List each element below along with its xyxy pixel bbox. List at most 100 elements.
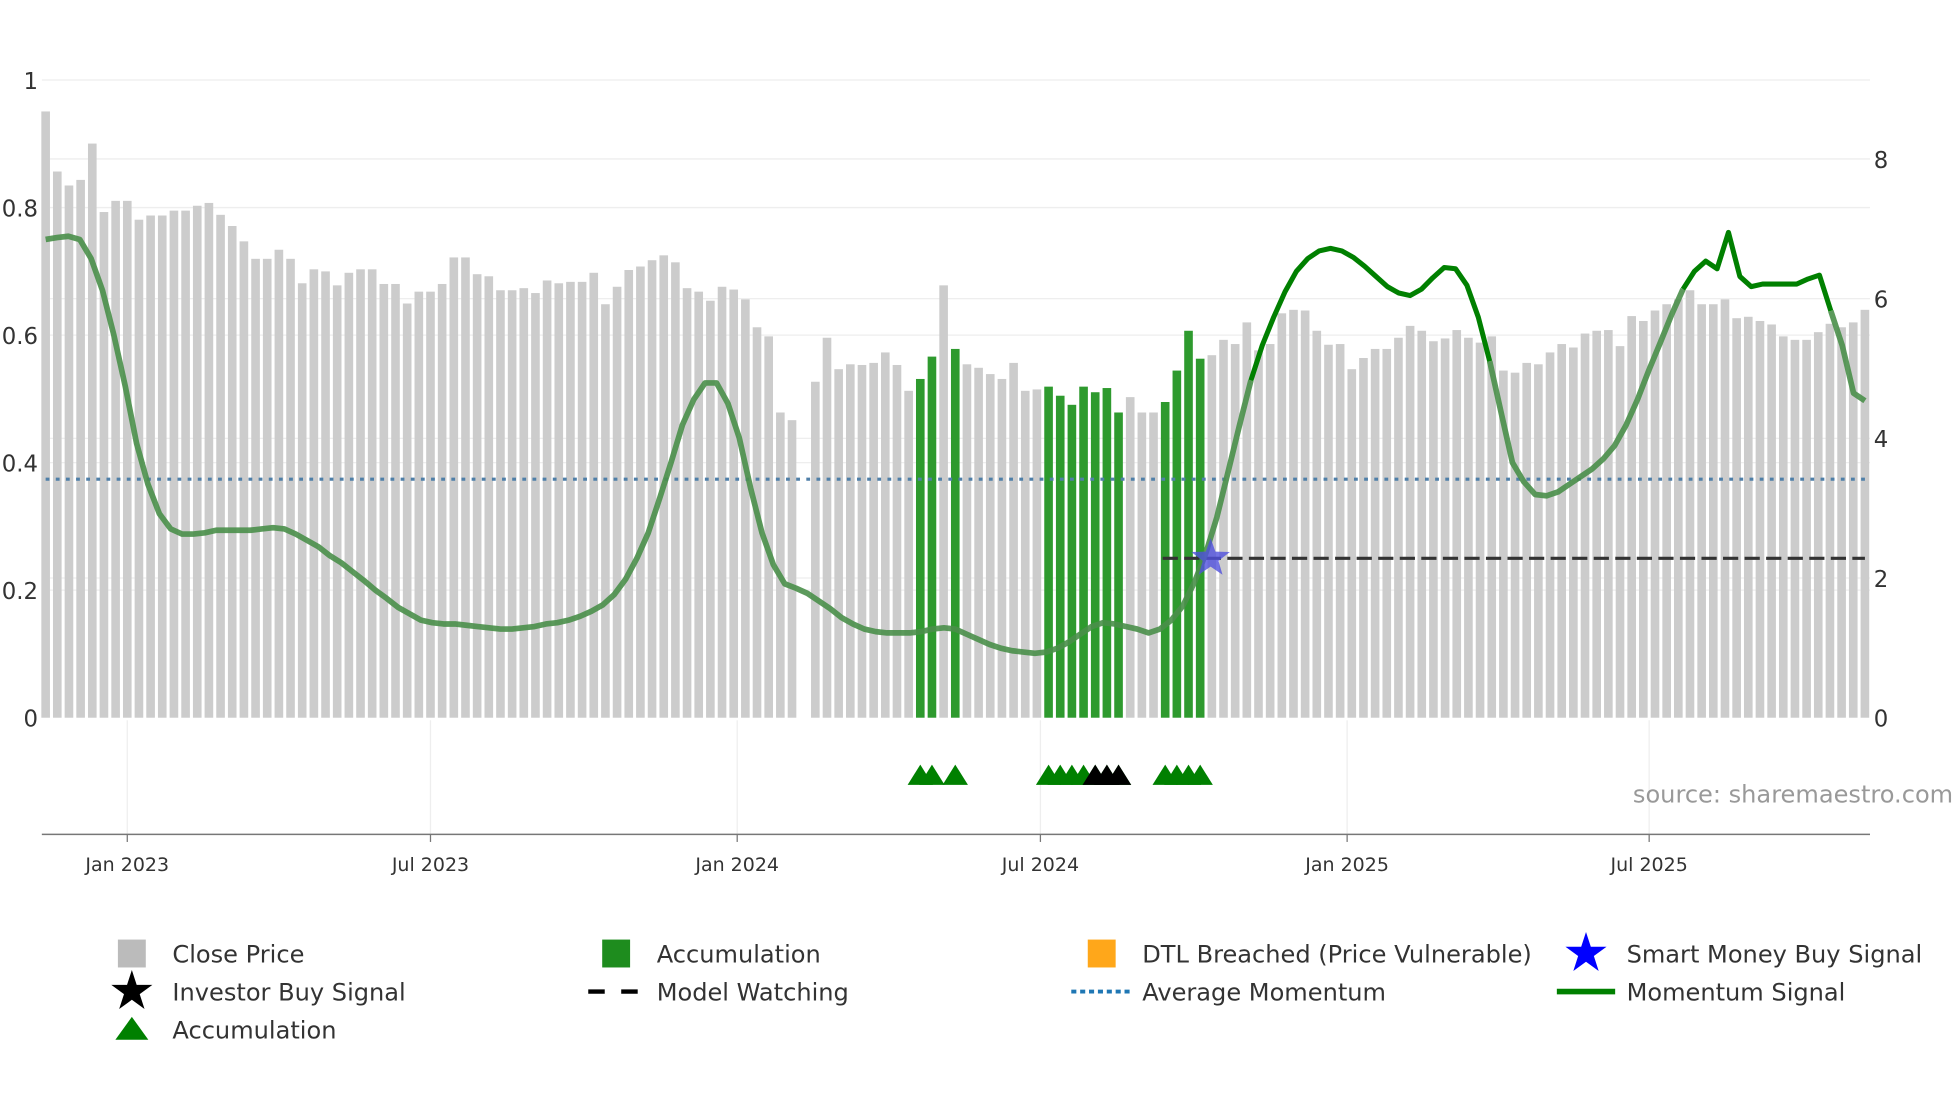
close-price-bar — [601, 304, 610, 718]
smart-money-buy-star — [1191, 538, 1230, 575]
close-price-bar — [157, 215, 167, 718]
close-price-bar — [1720, 299, 1730, 718]
legend-swatch — [602, 939, 631, 968]
accumulation-bar — [1067, 404, 1077, 718]
legend-label: DTL Breached (Price Vulnerable) — [1142, 940, 1532, 968]
legend-label: Accumulation — [657, 940, 821, 968]
close-price-bar — [857, 364, 867, 718]
left-tick-label: 1 — [24, 69, 39, 95]
close-price-bar — [974, 367, 983, 718]
close-price-bar — [671, 262, 680, 718]
x-tick-label: Jul 2024 — [1001, 854, 1079, 876]
close-price-bar — [76, 179, 85, 718]
close-price-bar — [1312, 330, 1322, 718]
accumulation-bar — [1090, 392, 1100, 718]
momentum-signal-line — [1486, 288, 1686, 499]
momentum-signal-strong — [1248, 245, 1493, 382]
close-price-bar — [1335, 344, 1345, 718]
legend-item: Smart Money Buy Signal — [1565, 931, 1923, 972]
close-price-bar — [904, 390, 913, 718]
accumulation-bar — [1044, 386, 1053, 718]
close-price-bar — [776, 412, 785, 718]
x-tick-label: Jul 2023 — [391, 854, 469, 876]
close-price-bar — [1674, 299, 1683, 718]
close-price-bar — [1755, 320, 1765, 718]
close-price-bar — [554, 283, 564, 718]
left-tick-label: 0.6 — [2, 324, 38, 350]
close-price-bar — [1685, 290, 1695, 718]
close-price-bar — [939, 285, 948, 718]
close-price-bar — [1370, 348, 1380, 718]
close-price-bar — [1265, 344, 1275, 718]
legend-item: DTL Breached (Price Vulnerable) — [1087, 939, 1532, 968]
close-price-bar — [1219, 339, 1228, 718]
accumulation-bar — [927, 356, 937, 718]
close-price-bar — [274, 249, 284, 718]
close-price-bar — [1382, 348, 1392, 718]
close-price-bar — [566, 281, 575, 718]
close-price-bar — [262, 258, 272, 718]
close-price-bar — [169, 210, 179, 718]
momentum-signal-line — [1828, 309, 1867, 404]
close-price-bar — [1778, 336, 1788, 718]
accumulation-bar — [1184, 330, 1193, 718]
right-tick-label: 2 — [1874, 567, 1889, 593]
close-price-bar — [1860, 309, 1870, 718]
x-tick-label: Jul 2025 — [1610, 854, 1688, 876]
accumulation-bar — [1114, 412, 1123, 718]
close-price-bar — [1324, 344, 1333, 718]
close-price-bar — [1650, 310, 1660, 718]
close-price-bar — [962, 364, 972, 718]
close-price-bar — [1662, 304, 1671, 718]
close-price-bar — [309, 269, 319, 718]
close-price-bar — [1452, 330, 1462, 718]
legend-star-icon — [111, 970, 153, 1010]
close-price-bar — [484, 276, 494, 718]
close-price-bar — [880, 352, 890, 718]
close-price-bar — [1580, 333, 1590, 718]
x-tick-label: Jan 2025 — [1304, 854, 1389, 876]
legend-label: Accumulation — [172, 1016, 336, 1044]
close-price-bar — [1627, 316, 1636, 718]
close-price-bar — [1254, 350, 1263, 718]
close-price-bar — [542, 280, 552, 718]
close-price-bar — [822, 337, 832, 718]
accumulation-bar — [1172, 370, 1182, 718]
close-price-bar — [1149, 412, 1158, 718]
close-price-bar — [391, 283, 400, 718]
close-price-bar — [985, 374, 995, 718]
close-price-bar — [461, 257, 470, 718]
close-price-bar — [1417, 330, 1427, 718]
close-price-bar — [41, 111, 50, 718]
close-price-bar — [741, 299, 750, 718]
close-price-bar — [1802, 339, 1811, 718]
accumulation-bar — [1055, 395, 1065, 718]
close-price-bar — [146, 215, 155, 718]
close-price-bar — [1604, 330, 1613, 718]
close-price-bar — [204, 202, 214, 718]
close-price-bar — [1615, 346, 1625, 718]
close-price-bar — [706, 300, 715, 718]
close-price-bar — [519, 288, 529, 718]
close-price-bar — [344, 272, 354, 718]
legend-item: Investor Buy Signal — [111, 970, 406, 1010]
close-price-bar — [764, 336, 773, 718]
close-price-bar — [1639, 320, 1648, 718]
accumulation-bar — [1195, 358, 1205, 718]
investor-buy-triangle — [1105, 764, 1132, 785]
legend-star-icon — [1565, 931, 1607, 972]
left-tick-label: 0.2 — [2, 579, 38, 605]
accumulation-triangle — [942, 764, 968, 785]
left-tick-label: 0.4 — [2, 452, 38, 478]
close-price-bar — [1032, 389, 1042, 718]
legend-label: Investor Buy Signal — [172, 978, 405, 1006]
close-price-bar — [531, 293, 540, 718]
close-price-bar — [1475, 342, 1485, 718]
close-price-bar — [99, 212, 109, 718]
close-price-bar — [647, 260, 657, 718]
x-tick-label: Jan 2024 — [694, 854, 779, 876]
close-price-bar — [1697, 304, 1706, 718]
close-price-bar — [134, 219, 144, 718]
legend-label: Smart Money Buy Signal — [1627, 940, 1923, 968]
